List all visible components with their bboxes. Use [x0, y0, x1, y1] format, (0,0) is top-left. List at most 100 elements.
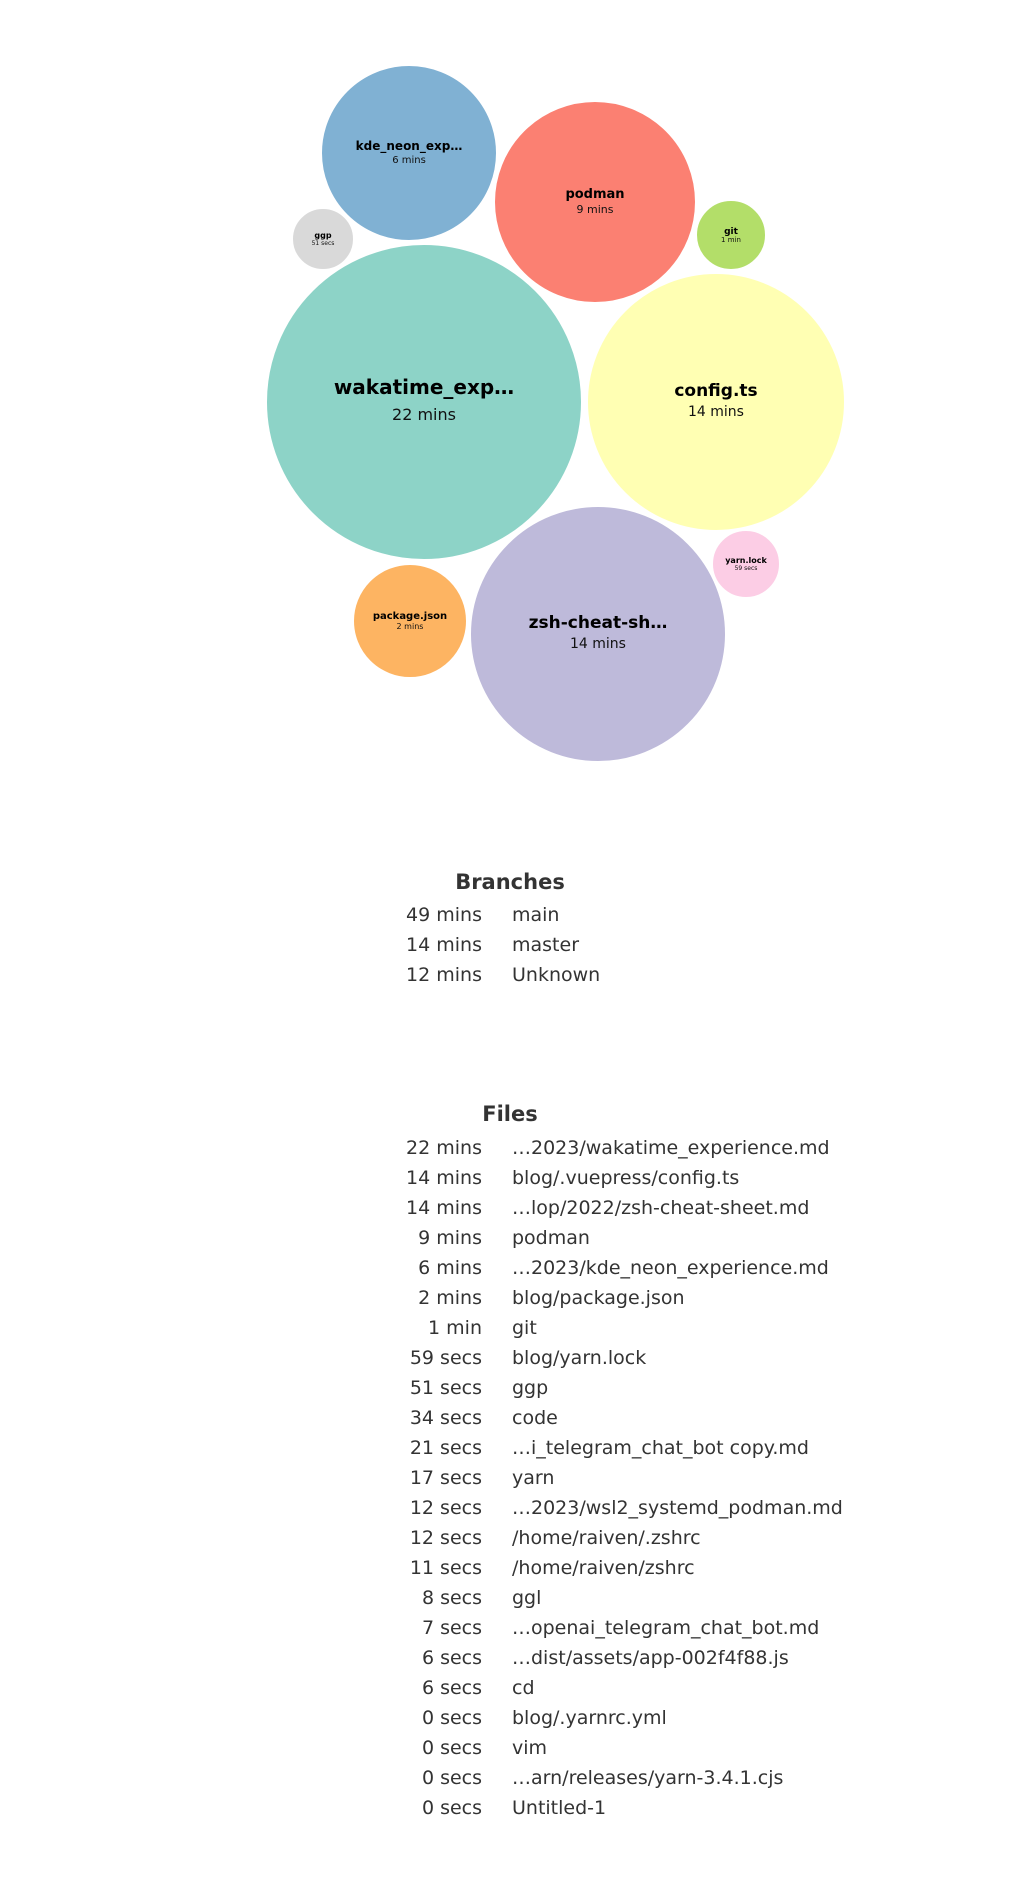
row-duration: 12 secs [409, 1527, 482, 1549]
row-name: …openai_telegram_chat_bot.md [512, 1617, 820, 1639]
row-duration: 14 mins [406, 1197, 482, 1219]
row-duration: 8 secs [421, 1587, 482, 1609]
bubble-label: kde_neon_exp… [356, 139, 463, 154]
bubble-circle[interactable] [352, 563, 468, 679]
row-name: …2023/kde_neon_experience.md [512, 1257, 829, 1279]
file-row: 12 secs/home/raiven/.zshrc [0, 1527, 1020, 1557]
row-name: /home/raiven/.zshrc [512, 1527, 701, 1549]
row-duration: 21 secs [409, 1437, 482, 1459]
bubble-2[interactable]: zsh-cheat-sh… 14 mins [469, 505, 727, 763]
row-duration: 1 min [428, 1317, 482, 1339]
branches-list: 49 mins main 14 mins master 12 mins Unknown [0, 904, 1020, 994]
bubble-duration: 14 mins [570, 636, 626, 652]
bubble-circle[interactable] [493, 100, 697, 304]
bubble-circle[interactable] [695, 199, 767, 271]
file-row: 0 secs Untitled-1 [0, 1797, 1020, 1827]
bubble-duration: 22 mins [392, 405, 456, 424]
bubble-duration: 9 mins [577, 203, 614, 216]
row-duration: 6 mins [418, 1257, 482, 1279]
file-row: 0 secs …arn/releases/yarn-3.4.1.cjs [0, 1767, 1020, 1797]
row-name: blog/package.json [512, 1287, 685, 1309]
row-duration: 0 secs [421, 1707, 482, 1729]
bubble-label: wakatime_exp… [334, 375, 514, 399]
row-duration: 59 secs [409, 1347, 482, 1369]
file-row: 0 secs blog/.yarnrc.yml [0, 1707, 1020, 1737]
row-duration: 0 secs [421, 1797, 482, 1819]
row-duration: 17 secs [409, 1467, 482, 1489]
row-name: blog/.yarnrc.yml [512, 1707, 667, 1729]
row-name: yarn [512, 1467, 555, 1489]
bubble-circle[interactable] [320, 64, 498, 242]
file-row: 8 secs ggl [0, 1587, 1020, 1617]
file-row: 17 secs yarn [0, 1467, 1020, 1497]
bubble-label: config.ts [674, 381, 757, 401]
row-name: …dist/assets/app-002f4f88.js [512, 1647, 789, 1669]
bubble-0[interactable]: wakatime_exp… 22 mins [265, 243, 583, 561]
bubble-label: podman [565, 187, 624, 202]
bubble-circle[interactable] [711, 529, 781, 599]
row-name: ggl [512, 1587, 542, 1609]
row-duration: 0 secs [421, 1737, 482, 1759]
bubble-circle[interactable] [265, 243, 583, 561]
bubble-4[interactable]: kde_neon_exp…6 mins [320, 64, 498, 242]
row-name: …2023/wakatime_experience.md [512, 1137, 830, 1159]
bubble-duration: 6 mins [392, 155, 426, 166]
branches-title: Branches [455, 870, 565, 894]
row-duration: 49 mins [406, 904, 482, 926]
branch-row: 49 mins main [0, 904, 1020, 934]
row-name: blog/yarn.lock [512, 1347, 647, 1369]
bubble-circle[interactable] [586, 272, 846, 532]
row-name: ggp [512, 1377, 549, 1399]
bubble-label: package.json [373, 611, 447, 622]
file-row: 14 mins …lop/2022/zsh-cheat-sheet.md [0, 1197, 1020, 1227]
row-name: cd [512, 1677, 535, 1699]
row-duration: 11 secs [409, 1557, 482, 1579]
file-row: 51 secs ggp [0, 1377, 1020, 1407]
row-duration: 6 secs [421, 1677, 482, 1699]
row-duration: 12 mins [406, 964, 482, 986]
bubble-circle[interactable] [469, 505, 727, 763]
file-row: 7 secs …openai_telegram_chat_bot.md [0, 1617, 1020, 1647]
file-row: 0 secs vim [0, 1737, 1020, 1767]
file-row: 6 mins …2023/kde_neon_experience.md [0, 1257, 1020, 1287]
bubble-label: git [724, 227, 739, 237]
row-duration: 51 secs [409, 1377, 482, 1399]
bubble-duration: 14 mins [688, 404, 744, 420]
file-row: 21 secs …i_telegram_chat_bot copy.md [0, 1437, 1020, 1467]
bubble-circle[interactable] [291, 207, 355, 271]
branch-row: 12 mins Unknown [0, 964, 1020, 994]
bubble-duration: 1 min [721, 236, 741, 244]
file-row: 59 secs blog/yarn.lock [0, 1347, 1020, 1377]
row-duration: 0 secs [421, 1767, 482, 1789]
row-name: vim [512, 1737, 548, 1759]
row-duration: 7 secs [421, 1617, 482, 1639]
row-name: blog/.vuepress/config.ts [512, 1167, 740, 1189]
branch-row: 14 mins master [0, 934, 1020, 964]
bubble-label: yarn.lock [725, 556, 767, 565]
bubble-label: zsh-cheat-sh… [529, 613, 668, 633]
row-duration: 9 mins [418, 1227, 482, 1249]
row-name: podman [512, 1227, 590, 1249]
file-row: 14 mins blog/.vuepress/config.ts [0, 1167, 1020, 1197]
row-duration: 14 mins [406, 1167, 482, 1189]
file-row: 6 secs …dist/assets/app-002f4f88.js [0, 1647, 1020, 1677]
file-row: 6 secs cd [0, 1677, 1020, 1707]
file-row: 22 mins …2023/wakatime_experience.md [0, 1137, 1020, 1167]
bubble-duration: 59 secs [735, 565, 758, 572]
row-duration: 2 mins [418, 1287, 482, 1309]
row-name: main [512, 904, 560, 926]
row-name: git [512, 1317, 537, 1339]
row-name: Unknown [512, 964, 601, 986]
bubble-duration: 51 secs [312, 240, 335, 247]
bubble-1[interactable]: config.ts 14 mins [586, 272, 846, 532]
file-row: 2 mins blog/package.json [0, 1287, 1020, 1317]
row-name: …i_telegram_chat_bot copy.md [512, 1437, 809, 1459]
row-name: …lop/2022/zsh-cheat-sheet.md [512, 1197, 810, 1219]
bubble-duration: 2 mins [397, 622, 424, 631]
